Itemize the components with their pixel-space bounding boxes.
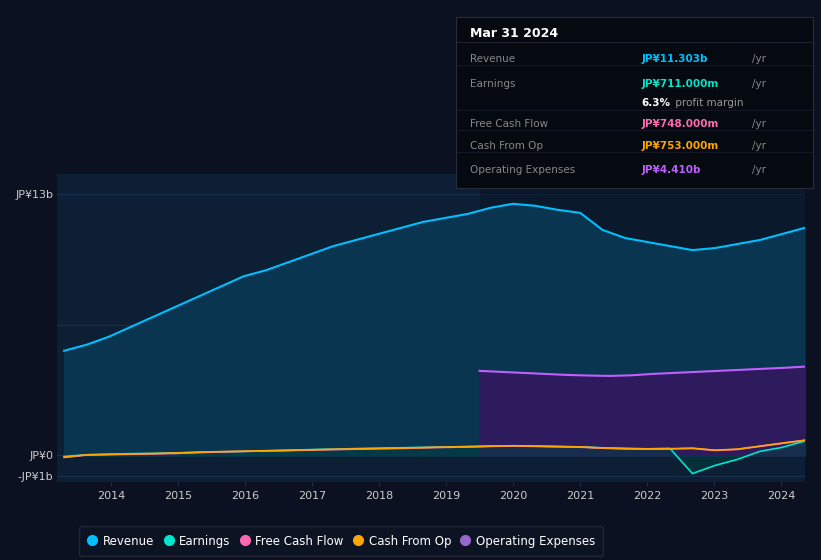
Text: Mar 31 2024: Mar 31 2024 xyxy=(470,27,558,40)
Text: Free Cash Flow: Free Cash Flow xyxy=(470,119,548,129)
Text: /yr: /yr xyxy=(752,54,766,64)
Text: JP¥11.303b: JP¥11.303b xyxy=(641,54,708,64)
Text: Earnings: Earnings xyxy=(470,79,516,89)
Text: profit margin: profit margin xyxy=(672,98,743,108)
Text: Revenue: Revenue xyxy=(470,54,515,64)
Text: JP¥753.000m: JP¥753.000m xyxy=(641,142,718,152)
Legend: Revenue, Earnings, Free Cash Flow, Cash From Op, Operating Expenses: Revenue, Earnings, Free Cash Flow, Cash … xyxy=(80,526,603,556)
Text: Operating Expenses: Operating Expenses xyxy=(470,165,576,175)
Text: /yr: /yr xyxy=(752,165,766,175)
Bar xyxy=(479,174,805,455)
Text: 6.3%: 6.3% xyxy=(641,98,671,108)
Text: JP¥748.000m: JP¥748.000m xyxy=(641,119,718,129)
Text: /yr: /yr xyxy=(752,119,766,129)
Text: Cash From Op: Cash From Op xyxy=(470,142,543,152)
Text: /yr: /yr xyxy=(752,142,766,152)
Text: JP¥711.000m: JP¥711.000m xyxy=(641,79,718,89)
Text: JP¥4.410b: JP¥4.410b xyxy=(641,165,701,175)
Text: /yr: /yr xyxy=(752,79,766,89)
